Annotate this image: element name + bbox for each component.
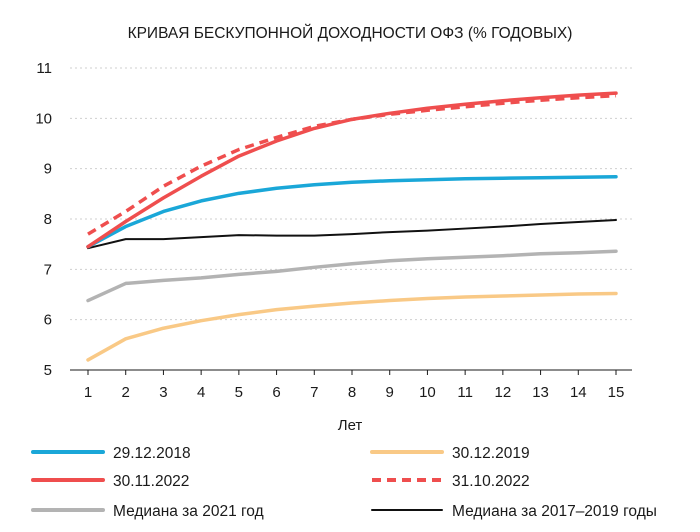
- x-tick-label-10: 10: [419, 384, 436, 401]
- x-tick-label-14: 14: [570, 384, 587, 401]
- x-tick-label-6: 6: [272, 384, 280, 401]
- legend-label-3: 31.10.2022: [452, 473, 530, 490]
- x-tick-label-2: 2: [122, 384, 130, 401]
- x-tick-label-5: 5: [235, 384, 243, 401]
- y-tick-label-11: 11: [36, 60, 52, 77]
- chart-title: КРИВАЯ БЕСКУПОННОЙ ДОХОДНОСТИ ОФЗ (% ГОД…: [128, 24, 573, 42]
- y-tick-label-5: 5: [44, 362, 52, 379]
- x-tick-label-12: 12: [495, 384, 512, 401]
- y-tick-label-10: 10: [35, 110, 52, 127]
- legend-label-0: 29.12.2018: [113, 445, 191, 462]
- x-tick-label-15: 15: [608, 384, 625, 401]
- x-tick-label-7: 7: [310, 384, 318, 401]
- series-line-1: [86, 291, 618, 362]
- x-tick-label-11: 11: [457, 384, 473, 401]
- y-tick-label-6: 6: [44, 312, 52, 329]
- y-axis-ticks: 5 6 7 8 9 10 11: [35, 60, 52, 379]
- x-tick-label-4: 4: [197, 384, 205, 401]
- x-axis-label: Лет: [338, 417, 363, 434]
- legend: 29.12.2018 30.12.2019 30.11.2022 31.10.2022…: [31, 445, 657, 520]
- x-tick-label-1: 1: [84, 384, 92, 401]
- series-line-4: [86, 249, 618, 303]
- x-axis: 1 2 3 4 5 6 7 8 9 10 11 12 13 14 15: [70, 369, 632, 401]
- series-lines: [86, 91, 618, 362]
- series-line-0: [86, 174, 618, 249]
- y-tick-label-9: 9: [44, 161, 52, 178]
- x-tick-label-9: 9: [386, 384, 394, 401]
- x-tick-label-8: 8: [348, 384, 356, 401]
- legend-label-5: Медиана за 2017–2019 годы: [452, 503, 657, 520]
- legend-label-2: 30.11.2022: [113, 473, 189, 490]
- y-tick-label-8: 8: [44, 211, 52, 228]
- series-line-2: [86, 91, 618, 249]
- series-line-5: [87, 219, 617, 250]
- legend-label-1: 30.12.2019: [452, 445, 530, 462]
- series-line-3: [87, 93, 617, 236]
- x-tick-label-13: 13: [532, 384, 549, 401]
- y-tick-label-7: 7: [44, 261, 52, 278]
- legend-label-4: Медиана за 2021 год: [113, 503, 264, 520]
- x-tick-label-3: 3: [159, 384, 167, 401]
